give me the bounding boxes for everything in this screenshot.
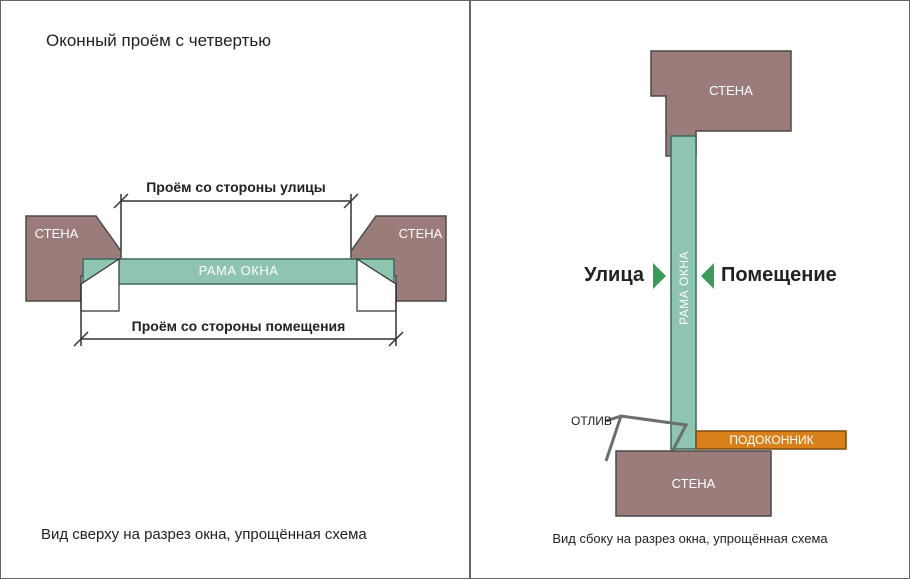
sill-label: ПОДОКОННИК — [704, 433, 839, 447]
dim-top — [114, 194, 358, 251]
otliv-label: ОТЛИВ — [571, 414, 612, 428]
panel-side-view: СТЕНА Улица Помещение РАМА ОКНА ОТЛИВ ПО… — [470, 0, 910, 579]
room-label: Помещение — [721, 264, 837, 287]
panel-top-view: Оконный проём с четвертью — [0, 0, 470, 579]
arrow-left-icon — [653, 263, 666, 289]
wall-top-label: СТЕНА — [686, 83, 776, 98]
street-label: Улица — [584, 264, 644, 287]
panel-caption-right: Вид сбоку на разрез окна, упрощённая схе… — [471, 531, 909, 546]
dim-bottom — [74, 284, 403, 346]
panel-caption: Вид сверху на разрез окна, упрощённая сх… — [41, 526, 367, 543]
wall-right-label: СТЕНА — [393, 226, 448, 241]
frame-label: РАМА ОКНА — [83, 263, 394, 278]
arrow-right-icon — [701, 263, 714, 289]
frame-side-label: РАМА ОКНА — [677, 251, 691, 325]
dim-top-label: Проём со стороны улицы — [121, 179, 351, 195]
top-view-diagram — [1, 1, 471, 501]
wall-left-label: СТЕНА — [29, 226, 84, 241]
dim-bottom-label: Проём со стороны помещения — [81, 318, 396, 334]
wall-bottom-label: СТЕНА — [616, 476, 771, 491]
